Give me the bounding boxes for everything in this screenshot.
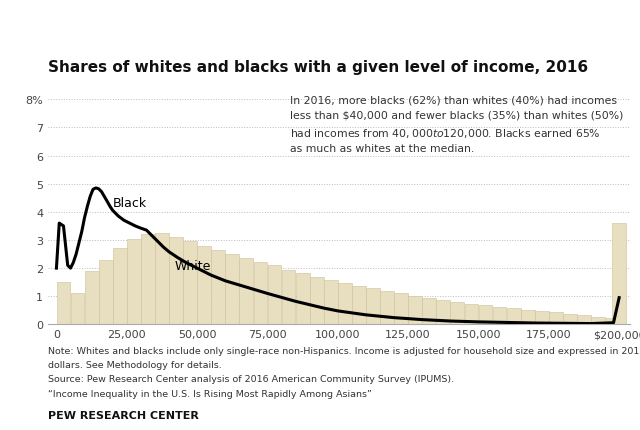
Text: PEW RESEARCH CENTER: PEW RESEARCH CENTER: [48, 410, 199, 420]
Bar: [113, 249, 127, 325]
Bar: [253, 263, 268, 325]
Bar: [84, 271, 99, 325]
Bar: [141, 235, 155, 325]
Bar: [422, 298, 436, 325]
Bar: [155, 233, 169, 325]
Bar: [268, 266, 282, 325]
Bar: [591, 317, 605, 325]
Bar: [296, 273, 310, 325]
Text: dollars. See Methodology for details.: dollars. See Methodology for details.: [48, 360, 221, 369]
Bar: [549, 313, 563, 325]
Bar: [70, 294, 84, 325]
Text: “Income Inequality in the U.S. Is Rising Most Rapidly Among Asians”: “Income Inequality in the U.S. Is Rising…: [48, 389, 372, 398]
Bar: [197, 246, 211, 325]
Bar: [366, 289, 380, 325]
Bar: [577, 315, 591, 325]
Text: White: White: [175, 260, 211, 273]
Bar: [535, 311, 548, 325]
Bar: [225, 255, 239, 325]
Bar: [507, 309, 520, 325]
Bar: [465, 304, 478, 325]
Text: Note: Whites and blacks include only single-race non-Hispanics. Income is adjust: Note: Whites and blacks include only sin…: [48, 346, 640, 355]
Bar: [338, 283, 352, 325]
Bar: [479, 306, 492, 325]
Text: Black: Black: [113, 197, 147, 209]
Text: Shares of whites and blacks with a given level of income, 2016: Shares of whites and blacks with a given…: [48, 60, 588, 75]
Text: Source: Pew Research Center analysis of 2016 American Community Survey (IPUMS).: Source: Pew Research Center analysis of …: [48, 375, 454, 384]
Bar: [282, 270, 296, 325]
Bar: [56, 283, 70, 325]
Bar: [563, 314, 577, 325]
Bar: [451, 302, 464, 325]
Bar: [310, 277, 324, 325]
Bar: [169, 238, 183, 325]
Bar: [408, 296, 422, 325]
Bar: [394, 294, 408, 325]
Bar: [324, 280, 338, 325]
Text: In 2016, more blacks (62%) than whites (40%) had incomes
less than $40,000 and f: In 2016, more blacks (62%) than whites (…: [290, 95, 623, 154]
Bar: [127, 239, 141, 325]
Bar: [380, 292, 394, 325]
Bar: [99, 260, 113, 325]
Bar: [436, 300, 450, 325]
Bar: [521, 310, 534, 325]
Bar: [183, 242, 197, 325]
Bar: [211, 250, 225, 325]
Bar: [352, 286, 366, 325]
Bar: [612, 224, 626, 325]
Bar: [239, 259, 253, 325]
Bar: [493, 307, 506, 325]
Bar: [605, 318, 619, 325]
